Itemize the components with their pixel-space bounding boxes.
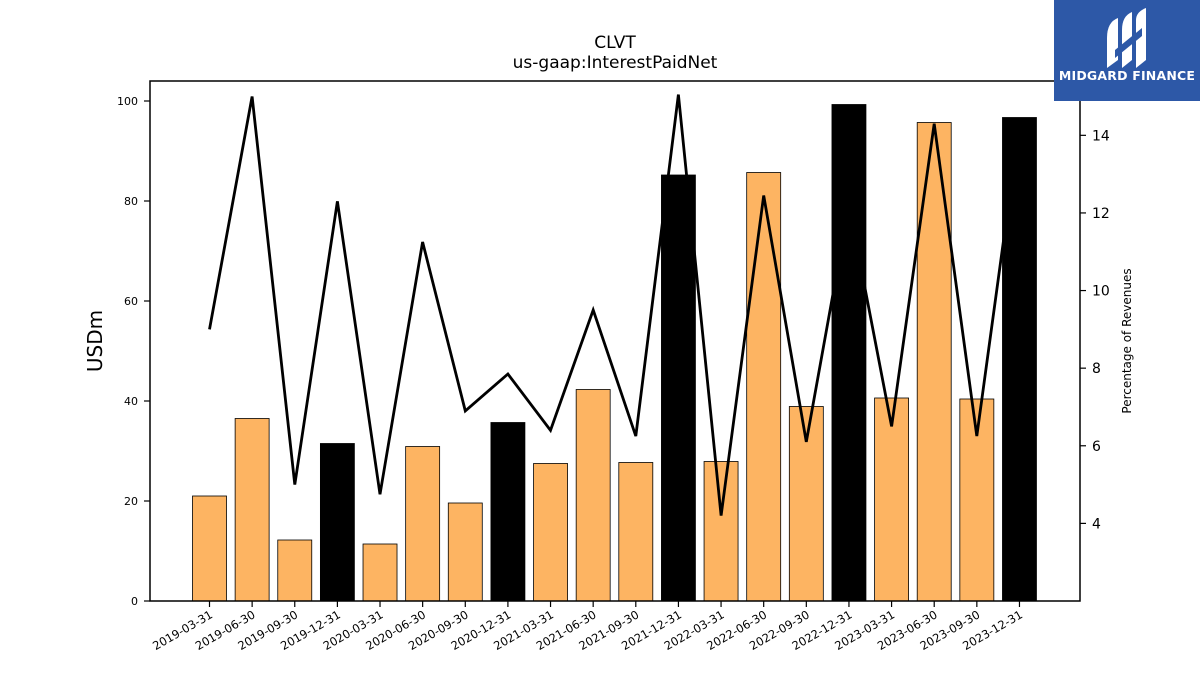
y-tick-label: 80: [124, 195, 138, 208]
y2-tick-label: 8: [1092, 361, 1101, 377]
y2-tick-label: 6: [1092, 439, 1101, 455]
y-tick-label: 20: [124, 495, 138, 508]
bar-2019-06-30: [234, 418, 270, 602]
percentage-of-revenues-line: [208, 94, 1021, 516]
bar-2020-12-31: [490, 422, 526, 602]
bar-2021-06-30: [575, 389, 611, 602]
bar-2023-06-30: [916, 122, 952, 602]
y2-tick-label: 10: [1092, 284, 1110, 300]
bar-2022-12-31: [831, 104, 867, 602]
bar-2020-06-30: [405, 446, 441, 602]
logo-text: MIDGARD FINANCE: [1058, 68, 1196, 83]
y2-tick-label: 4: [1092, 516, 1101, 532]
bar-2022-06-30: [746, 172, 782, 602]
y-tick-label: 40: [124, 395, 138, 408]
bar-2022-03-31: [703, 461, 739, 602]
bar-2020-03-31: [362, 543, 398, 602]
y2-tick-label: 12: [1092, 206, 1110, 222]
y-tick-label: 0: [131, 595, 138, 608]
stylized-m-logo-icon: [1107, 8, 1146, 68]
bar-2021-03-31: [533, 463, 568, 602]
bar-2019-03-31: [192, 495, 227, 602]
brand-logo: MIDGARD FINANCE: [1054, 0, 1200, 101]
bar-2019-12-31: [319, 443, 355, 602]
plot-frame: [149, 80, 1081, 602]
bar-2020-09-30: [447, 502, 483, 602]
bar-2021-12-31: [661, 174, 696, 602]
chart-subtitle: us-gaap:InterestPaidNet: [513, 53, 718, 73]
bar-2023-03-31: [874, 397, 909, 602]
line-group: [208, 94, 1021, 516]
bar-2023-12-31: [1002, 117, 1037, 602]
bars-group: [192, 104, 1037, 602]
bar-2019-09-30: [277, 539, 313, 602]
y-tick-label: 60: [124, 295, 138, 308]
y-axis-label: USDm: [83, 310, 107, 372]
y2-axis-label: Percentage of Revenues: [1120, 268, 1134, 413]
chart-title: CLVT: [594, 33, 636, 53]
bar-2021-09-30: [618, 462, 654, 602]
y2-tick-label: 14: [1092, 128, 1110, 144]
y-tick-label: 100: [117, 95, 138, 108]
